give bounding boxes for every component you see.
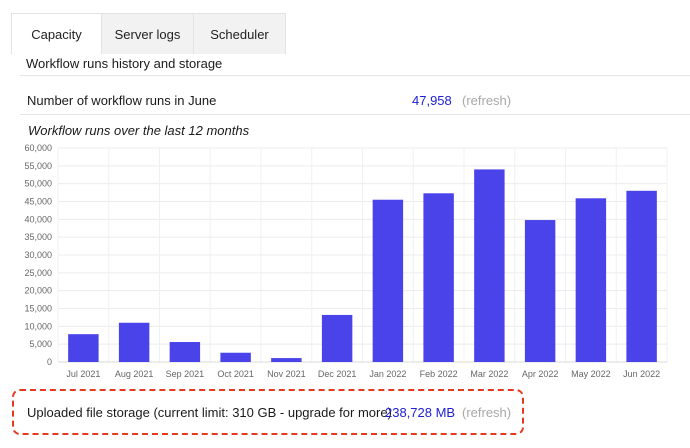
bar-sep-2021[interactable] <box>169 342 201 362</box>
tab-server-logs[interactable]: Server logs <box>101 13 194 54</box>
x-tick-label: May 2022 <box>571 369 611 379</box>
x-tick-label: Oct 2021 <box>217 369 254 379</box>
bar-dec-2021[interactable] <box>321 314 353 362</box>
y-tick-label: 15,000 <box>24 304 52 314</box>
bar-feb-2022[interactable] <box>423 193 454 362</box>
runs-count-label: Number of workflow runs in June <box>27 93 217 108</box>
chart-title: Workflow runs over the last 12 months <box>28 123 250 138</box>
tab-scheduler-label: Scheduler <box>210 26 269 42</box>
section-divider <box>20 75 690 76</box>
x-tick-label: Jun 2022 <box>623 369 660 379</box>
runs-refresh-link[interactable]: (refresh) <box>462 93 512 108</box>
tab-scheduler[interactable]: Scheduler <box>193 13 286 54</box>
y-tick-label: 5,000 <box>29 339 52 349</box>
x-tick-label: Mar 2022 <box>470 369 508 379</box>
storage-value: 238,728 MB <box>385 405 456 420</box>
bar-jun-2022[interactable] <box>626 190 657 362</box>
bar-mar-2022[interactable] <box>474 169 505 362</box>
bar-jan-2022[interactable] <box>372 199 404 362</box>
section-title: Workflow runs history and storage <box>26 56 223 71</box>
x-tick-label: Aug 2021 <box>115 369 154 379</box>
y-tick-label: 0 <box>47 357 52 367</box>
tab-capacity[interactable]: Capacity <box>11 13 102 54</box>
y-tick-label: 45,000 <box>24 197 52 207</box>
bar-apr-2022[interactable] <box>524 220 556 362</box>
x-tick-label: Jul 2021 <box>66 369 100 379</box>
y-tick-label: 55,000 <box>24 161 52 171</box>
tab-server-logs-label: Server logs <box>114 26 181 42</box>
x-tick-label: Feb 2022 <box>420 369 458 379</box>
bar-nov-2021[interactable] <box>271 358 302 362</box>
y-tick-label: 60,000 <box>24 143 52 153</box>
y-tick-label: 10,000 <box>24 321 52 331</box>
storage-label: Uploaded file storage (current limit: 31… <box>27 405 392 420</box>
y-tick-label: 20,000 <box>24 286 52 296</box>
y-tick-label: 25,000 <box>24 268 52 278</box>
storage-refresh-link[interactable]: (refresh) <box>462 405 512 420</box>
bar-aug-2021[interactable] <box>118 322 150 362</box>
runs-count-value: 47,958 <box>412 93 452 108</box>
storage-highlight-annotation <box>12 389 524 435</box>
x-tick-label: Apr 2022 <box>522 369 559 379</box>
y-tick-label: 50,000 <box>24 179 52 189</box>
tab-bar: Capacity Server logs Scheduler <box>11 13 286 54</box>
y-tick-label: 40,000 <box>24 214 52 224</box>
x-tick-label: Jan 2022 <box>369 369 406 379</box>
row-divider <box>20 114 690 115</box>
y-tick-label: 30,000 <box>24 250 52 260</box>
runs-bar-chart: 0 5,000 10,000 15,000 20,000 25,000 30,000 35,0… <box>24 143 668 379</box>
y-tick-label: 35,000 <box>24 232 52 242</box>
bar-jul-2021[interactable] <box>68 334 99 362</box>
x-tick-label: Nov 2021 <box>267 369 306 379</box>
x-tick-label: Dec 2021 <box>318 369 357 379</box>
x-tick-label: Sep 2021 <box>166 369 205 379</box>
bar-may-2022[interactable] <box>575 198 607 362</box>
bar-oct-2021[interactable] <box>220 352 251 362</box>
tab-capacity-label: Capacity <box>31 26 82 42</box>
